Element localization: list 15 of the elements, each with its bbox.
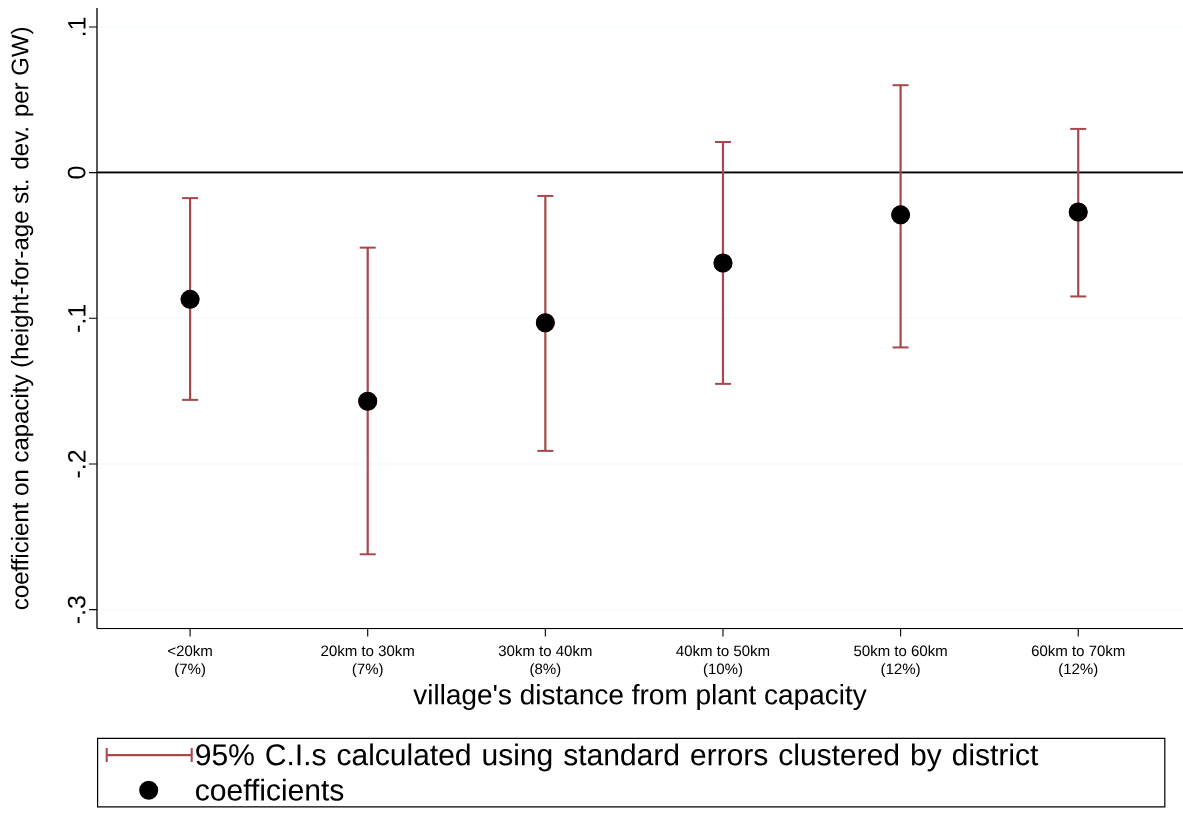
y-tick-label: -.2 [68, 450, 86, 478]
x-axis-title: village's distance from plant capacity [413, 683, 867, 711]
y-axis-title: coefficient on capacity (height-for-age st. dev. per GW) [10, 27, 34, 610]
x-tick-label: 30km to 40km (8%) [498, 645, 592, 678]
x-tick-label: 40km to 50km (10%) [676, 645, 770, 678]
y-tick-label: 0 [67, 166, 86, 179]
x-tick-label: 20km to 30km (7%) [321, 645, 414, 678]
legend-label: coefficients [196, 778, 344, 801]
y-tick-label: .1 [68, 17, 86, 36]
y-tick-label: -.1 [68, 304, 86, 332]
y-tick-label: -.3 [67, 596, 86, 624]
legend-label: 95% C.I.s calculated using standard errors clustered by district [196, 743, 1039, 772]
x-tick-label: 50km to 60km (12%) [854, 645, 947, 678]
x-tick-label: <20km (7%) [168, 645, 212, 678]
x-tick-label: 60km to 70km (12%) [1031, 645, 1125, 678]
